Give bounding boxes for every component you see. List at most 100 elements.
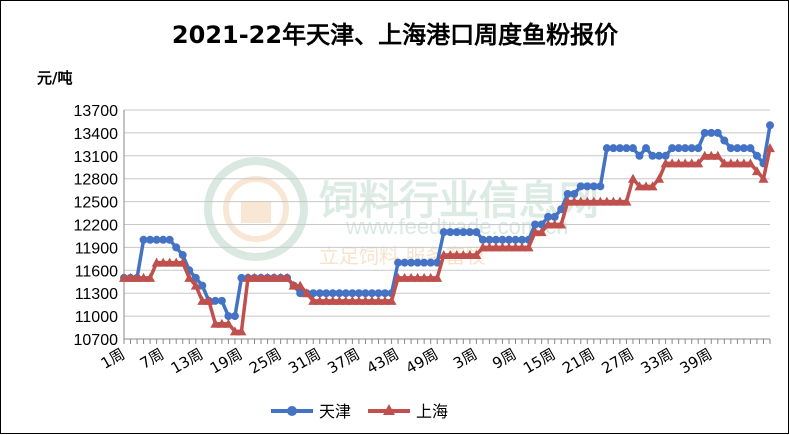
series-1-point (210, 318, 221, 328)
series-0-point (570, 189, 579, 198)
series-1-point (366, 295, 377, 305)
x-axis-ticks: 1周 7周 13周 19周 25周 31周 37周 43周 49周 3周 9周 15周 21周 27周 33… (98, 345, 716, 378)
series-1-point (608, 196, 619, 206)
series-1-point (451, 250, 462, 260)
series-1-point (732, 158, 743, 168)
series-1-point (438, 250, 449, 260)
series-0-point (733, 144, 742, 153)
series-0-point (713, 128, 722, 137)
x-tick-label: 19周 (207, 345, 246, 378)
series-1-point (680, 158, 691, 168)
y-tick-label: 11000 (75, 309, 118, 326)
y-tick-label: 13400 (74, 126, 119, 143)
axes (123, 110, 771, 344)
series-1-point (569, 196, 580, 206)
series-0-point (198, 281, 207, 290)
series-1-point (340, 295, 351, 305)
series-1-point (119, 272, 129, 282)
series-0-point (211, 296, 220, 305)
series-1-point (497, 242, 508, 252)
series-1-point (197, 295, 208, 305)
series-0-point (498, 235, 507, 244)
series-0-point (576, 182, 585, 191)
series-1-point (517, 242, 528, 252)
series-1-point (765, 143, 775, 153)
series-1-point (412, 272, 423, 282)
series-0-point (648, 151, 657, 160)
series-1-point (627, 173, 638, 183)
x-tick-label: 25周 (246, 345, 285, 378)
series-0-point (628, 144, 637, 153)
y-tick-label: 11900 (75, 240, 118, 257)
series-1-point (641, 181, 652, 191)
series-1-point (706, 150, 717, 160)
series-0-point (309, 289, 318, 298)
series-1-point (216, 318, 227, 328)
series-0-point (668, 144, 677, 153)
series-1-point (347, 295, 358, 305)
series-0-point (335, 289, 344, 298)
series-0-point (485, 235, 494, 244)
series-0-point (661, 151, 670, 160)
series-1-point (132, 272, 143, 282)
series-0-point (622, 144, 631, 153)
series-1-point (308, 295, 319, 305)
series-0-point (681, 144, 690, 153)
x-tick-label: 33周 (638, 345, 677, 378)
series-1-point (145, 272, 156, 282)
series-0-point (655, 151, 664, 160)
series-0-point (191, 273, 200, 282)
series-0-point (361, 289, 370, 298)
series-1-point (301, 288, 312, 298)
series-1-point (673, 158, 684, 168)
x-tick-label: 9周 (489, 345, 519, 373)
series-1-point (477, 242, 488, 252)
legend-item-tianjin: 天津 (271, 402, 351, 421)
series-1-point (249, 272, 260, 282)
series-0-point (237, 273, 246, 282)
series-1-point (523, 242, 534, 252)
series-1-point (667, 158, 678, 168)
x-tick-label: 39周 (677, 345, 716, 378)
series-1-point (138, 272, 149, 282)
series-0-point (642, 144, 651, 153)
series-0-point (394, 258, 403, 267)
series-1-point (360, 295, 371, 305)
y-axis-ticks: 10700 11000 11300 11600 11900 12200 12500 12800… (74, 103, 119, 349)
legend-marker-tianjin (287, 406, 297, 416)
series-1-point (660, 158, 671, 168)
watermark-logo (204, 157, 308, 261)
series-0-point (165, 235, 174, 244)
series-0-point (465, 228, 474, 237)
series-0-point (589, 182, 598, 191)
series-0-point (400, 258, 409, 267)
series-0-point (426, 258, 435, 267)
series-1-point (601, 196, 612, 206)
series-1-point (282, 272, 293, 282)
series-0-point (341, 289, 350, 298)
series-0-point (707, 128, 716, 137)
series-0-point (596, 182, 605, 191)
series-1-point (686, 158, 697, 168)
series-1-point (184, 272, 195, 282)
series-1-point (164, 257, 175, 267)
series-0-point (491, 235, 500, 244)
series-0-point (367, 289, 376, 298)
series-1-point (530, 227, 541, 237)
legend-label-tianjin: 天津 (319, 402, 351, 421)
series-1-point (295, 280, 306, 290)
legend: 天津 上海 (271, 402, 448, 421)
y-tick-label: 13100 (74, 149, 119, 166)
series-1-point (373, 295, 384, 305)
series-1-point (432, 272, 443, 282)
series-group (119, 121, 775, 336)
series-1-point (203, 295, 214, 305)
series-1-point (745, 158, 756, 168)
series-0-point (544, 212, 553, 221)
series-0-point (511, 235, 520, 244)
series-0-point (439, 228, 448, 237)
x-tick-label: 37周 (324, 345, 363, 378)
series-1-point (575, 196, 586, 206)
series-0-point (172, 243, 181, 252)
series-1-point (595, 196, 606, 206)
